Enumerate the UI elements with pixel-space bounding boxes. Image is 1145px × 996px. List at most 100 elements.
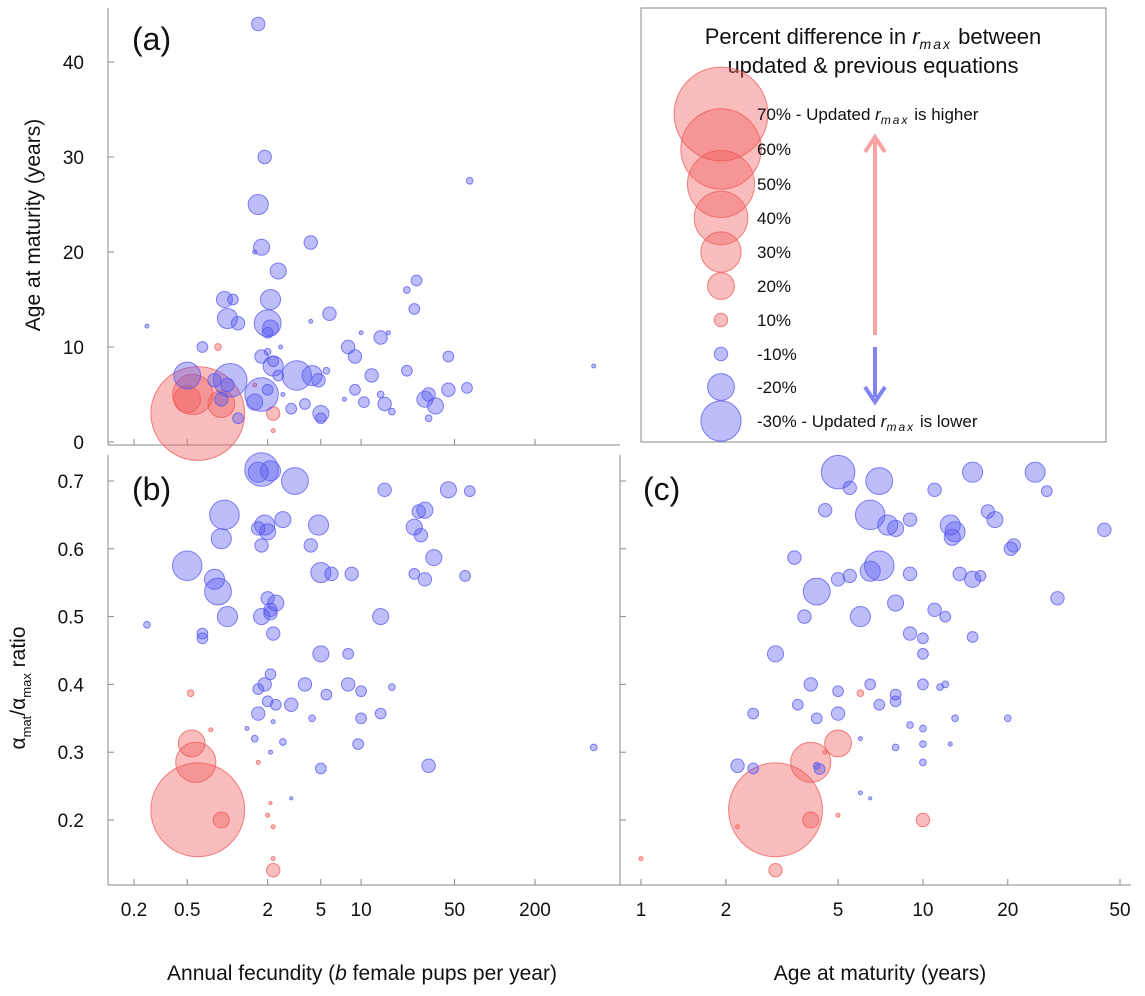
data-point-b [388, 683, 396, 691]
data-point-a [230, 316, 246, 331]
data-point-c [947, 741, 953, 747]
data-point-b [265, 626, 281, 641]
data-point-b [216, 606, 238, 628]
data-point-c [856, 689, 865, 698]
data-point-c [951, 714, 959, 723]
arrow-up-icon [863, 133, 887, 335]
data-point-c [962, 461, 984, 483]
legend-marker [707, 272, 735, 300]
data-point-b [413, 528, 429, 543]
data-point-b [255, 759, 261, 765]
data-point-a [388, 407, 396, 416]
data-point-a [377, 396, 392, 412]
data-point-c [891, 743, 900, 752]
data-point-c [986, 511, 1004, 529]
data-point-a [341, 396, 347, 402]
data-point-a [408, 303, 421, 315]
data-point-b [270, 824, 276, 830]
legend-label: -30% - Updated rmax is lower [757, 412, 978, 434]
data-point-c [1040, 485, 1053, 498]
y-tick-label-b: 0.5 [58, 608, 84, 629]
data-point-b [281, 467, 309, 495]
data-point-a [272, 369, 285, 382]
data-point-b [186, 689, 195, 698]
data-point-c [857, 736, 863, 742]
data-point-c [917, 678, 929, 691]
data-point-c [927, 602, 942, 618]
data-point-a [410, 274, 423, 287]
data-point-b [303, 538, 318, 553]
data-point-c [730, 758, 745, 773]
arrow-down-icon [863, 347, 887, 406]
data-point-c [927, 482, 942, 498]
data-point-c [857, 790, 863, 796]
legend-label: 20% [757, 277, 791, 296]
data-point-a [285, 402, 298, 415]
data-point-c [919, 724, 927, 733]
x-tick-label-b: 200 [519, 900, 551, 921]
data-point-a [269, 262, 287, 280]
data-point-c [919, 758, 927, 767]
data-point-a [246, 393, 264, 411]
data-point-b [196, 632, 209, 645]
data-point-a [252, 382, 258, 388]
data-point-a [247, 193, 269, 216]
data-point-a [314, 412, 327, 425]
x-tick-label-b: 2 [262, 900, 273, 921]
data-point-c [868, 796, 873, 801]
data-point-c [1097, 522, 1112, 538]
legend-marker [707, 373, 735, 401]
data-point-c [820, 454, 856, 490]
data-point-b [416, 501, 434, 519]
x-tick-label-b: 0.2 [121, 900, 147, 921]
y-tick-label-b: 0.4 [58, 675, 85, 696]
x-tick-label-b: 50 [444, 900, 465, 921]
x-tick-label-c: 1 [636, 900, 647, 921]
data-point-a [173, 361, 202, 390]
data-point-b [274, 511, 292, 529]
data-point-b [374, 707, 387, 720]
data-point-c [974, 570, 987, 582]
data-point-b [314, 762, 327, 775]
data-point-a [376, 390, 385, 399]
data-point-b [244, 725, 250, 731]
data-point-b [265, 812, 271, 818]
data-point-c [747, 762, 760, 775]
data-point-a [322, 366, 331, 375]
data-point-a [270, 428, 276, 434]
ylabel-a: Age at maturity (years) [22, 119, 45, 331]
data-point-c [859, 560, 881, 582]
data-point-a [308, 318, 314, 324]
data-point-c [1024, 461, 1046, 483]
legend-title-line1: Percent difference in rmax between [705, 24, 1042, 52]
legend-title-line2: updated & previous equations [727, 53, 1018, 78]
data-point-c [864, 678, 877, 691]
xlabel-c: Age at maturity (years) [774, 962, 986, 985]
data-point-a [214, 392, 229, 407]
data-point-c [1003, 714, 1012, 723]
panel-a: 0 10 20 30 40 [63, 8, 620, 461]
data-point-b [459, 570, 471, 582]
data-point-a [385, 330, 391, 336]
data-point-a [364, 368, 379, 383]
data-point-c [1003, 541, 1019, 556]
data-point-a [252, 249, 258, 255]
x-tick-label-c: 50 [1109, 900, 1130, 921]
data-point-c [902, 566, 918, 582]
panel-c: 1 2 5 10 20 50 [619, 454, 1131, 921]
data-point-c [887, 594, 905, 612]
data-point-a [220, 377, 235, 393]
data-point-c [1050, 591, 1065, 606]
data-point-b [284, 697, 299, 712]
data-point-a [424, 414, 433, 423]
data-point-b [355, 685, 367, 698]
data-point-c [887, 519, 905, 538]
data-point-a [253, 238, 271, 256]
data-point-a [232, 412, 244, 425]
x-tick-label-c: 2 [721, 900, 732, 921]
data-point-a [373, 330, 388, 345]
data-point-c [735, 824, 741, 830]
data-point-b [264, 668, 277, 681]
data-point-a [215, 290, 233, 309]
